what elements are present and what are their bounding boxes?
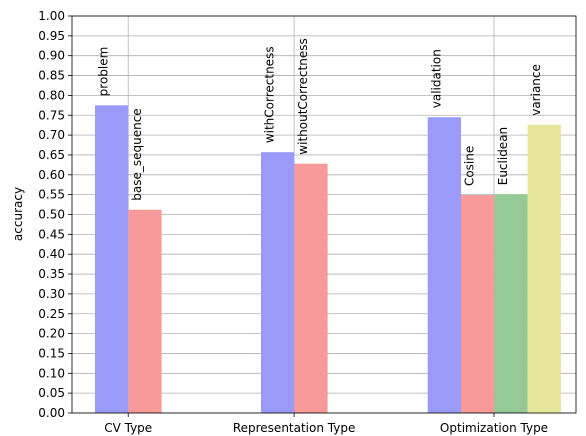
y-axis-label: accuracy [11, 187, 25, 241]
bar-withcorrectness [261, 152, 295, 413]
y-tick-label: 0.55 [38, 188, 65, 202]
y-tick-label: 0.20 [38, 327, 65, 341]
y-axis-ticks: 0.00 0.05 0.10 0.15 0.20 0.25 0.30 0.35 0.40 0.45… [38, 9, 72, 420]
bar-label: variance [529, 64, 543, 116]
bar-problem [95, 105, 129, 413]
y-tick-label: 0.05 [38, 386, 65, 400]
x-tick-label: Representation Type [233, 421, 356, 435]
x-axis-ticks: CV Type Representation Type Optimization T… [104, 413, 548, 435]
y-tick-label: 0.50 [38, 208, 65, 222]
y-tick-label: 0.25 [38, 307, 65, 321]
y-tick-label: 0.95 [38, 29, 65, 43]
y-tick-label: 0.65 [38, 148, 65, 162]
y-tick-label: 0.30 [38, 287, 65, 301]
bar-label: Euclidean [496, 127, 510, 185]
y-tick-label: 0.80 [38, 88, 65, 102]
y-tick-label: 0.60 [38, 168, 65, 182]
bar-euclidean [494, 194, 528, 413]
bar-validation [427, 117, 461, 414]
bar-label: withCorrectness [263, 46, 277, 143]
y-tick-label: 1.00 [38, 9, 65, 23]
bar-cosine [461, 195, 495, 413]
y-tick-label: 0.75 [38, 108, 65, 122]
bar-label: problem [97, 47, 111, 97]
x-tick-label: Optimization Type [440, 421, 548, 435]
bar-label: base_sequence [130, 108, 144, 200]
y-tick-label: 0.40 [38, 247, 65, 261]
x-tick-label: CV Type [104, 421, 152, 435]
y-tick-label: 0.45 [38, 227, 65, 241]
bar-labels: problem base_sequence withCorrectness witho… [97, 38, 544, 200]
y-tick-label: 0.35 [38, 267, 65, 281]
bar-label: withoutCorrectness [296, 38, 310, 154]
bars [95, 105, 561, 414]
bar-variance [527, 124, 561, 413]
bar-label: validation [429, 49, 443, 108]
y-tick-label: 0.90 [38, 49, 65, 63]
y-tick-label: 0.00 [38, 406, 65, 420]
y-tick-label: 0.70 [38, 128, 65, 142]
y-tick-label: 0.10 [38, 366, 65, 380]
y-tick-label: 0.85 [38, 69, 65, 83]
bar-withoutcorrectness [294, 163, 328, 413]
y-tick-label: 0.15 [38, 346, 65, 360]
bar-label: Cosine [463, 146, 477, 186]
bar-base-sequence [128, 209, 162, 413]
